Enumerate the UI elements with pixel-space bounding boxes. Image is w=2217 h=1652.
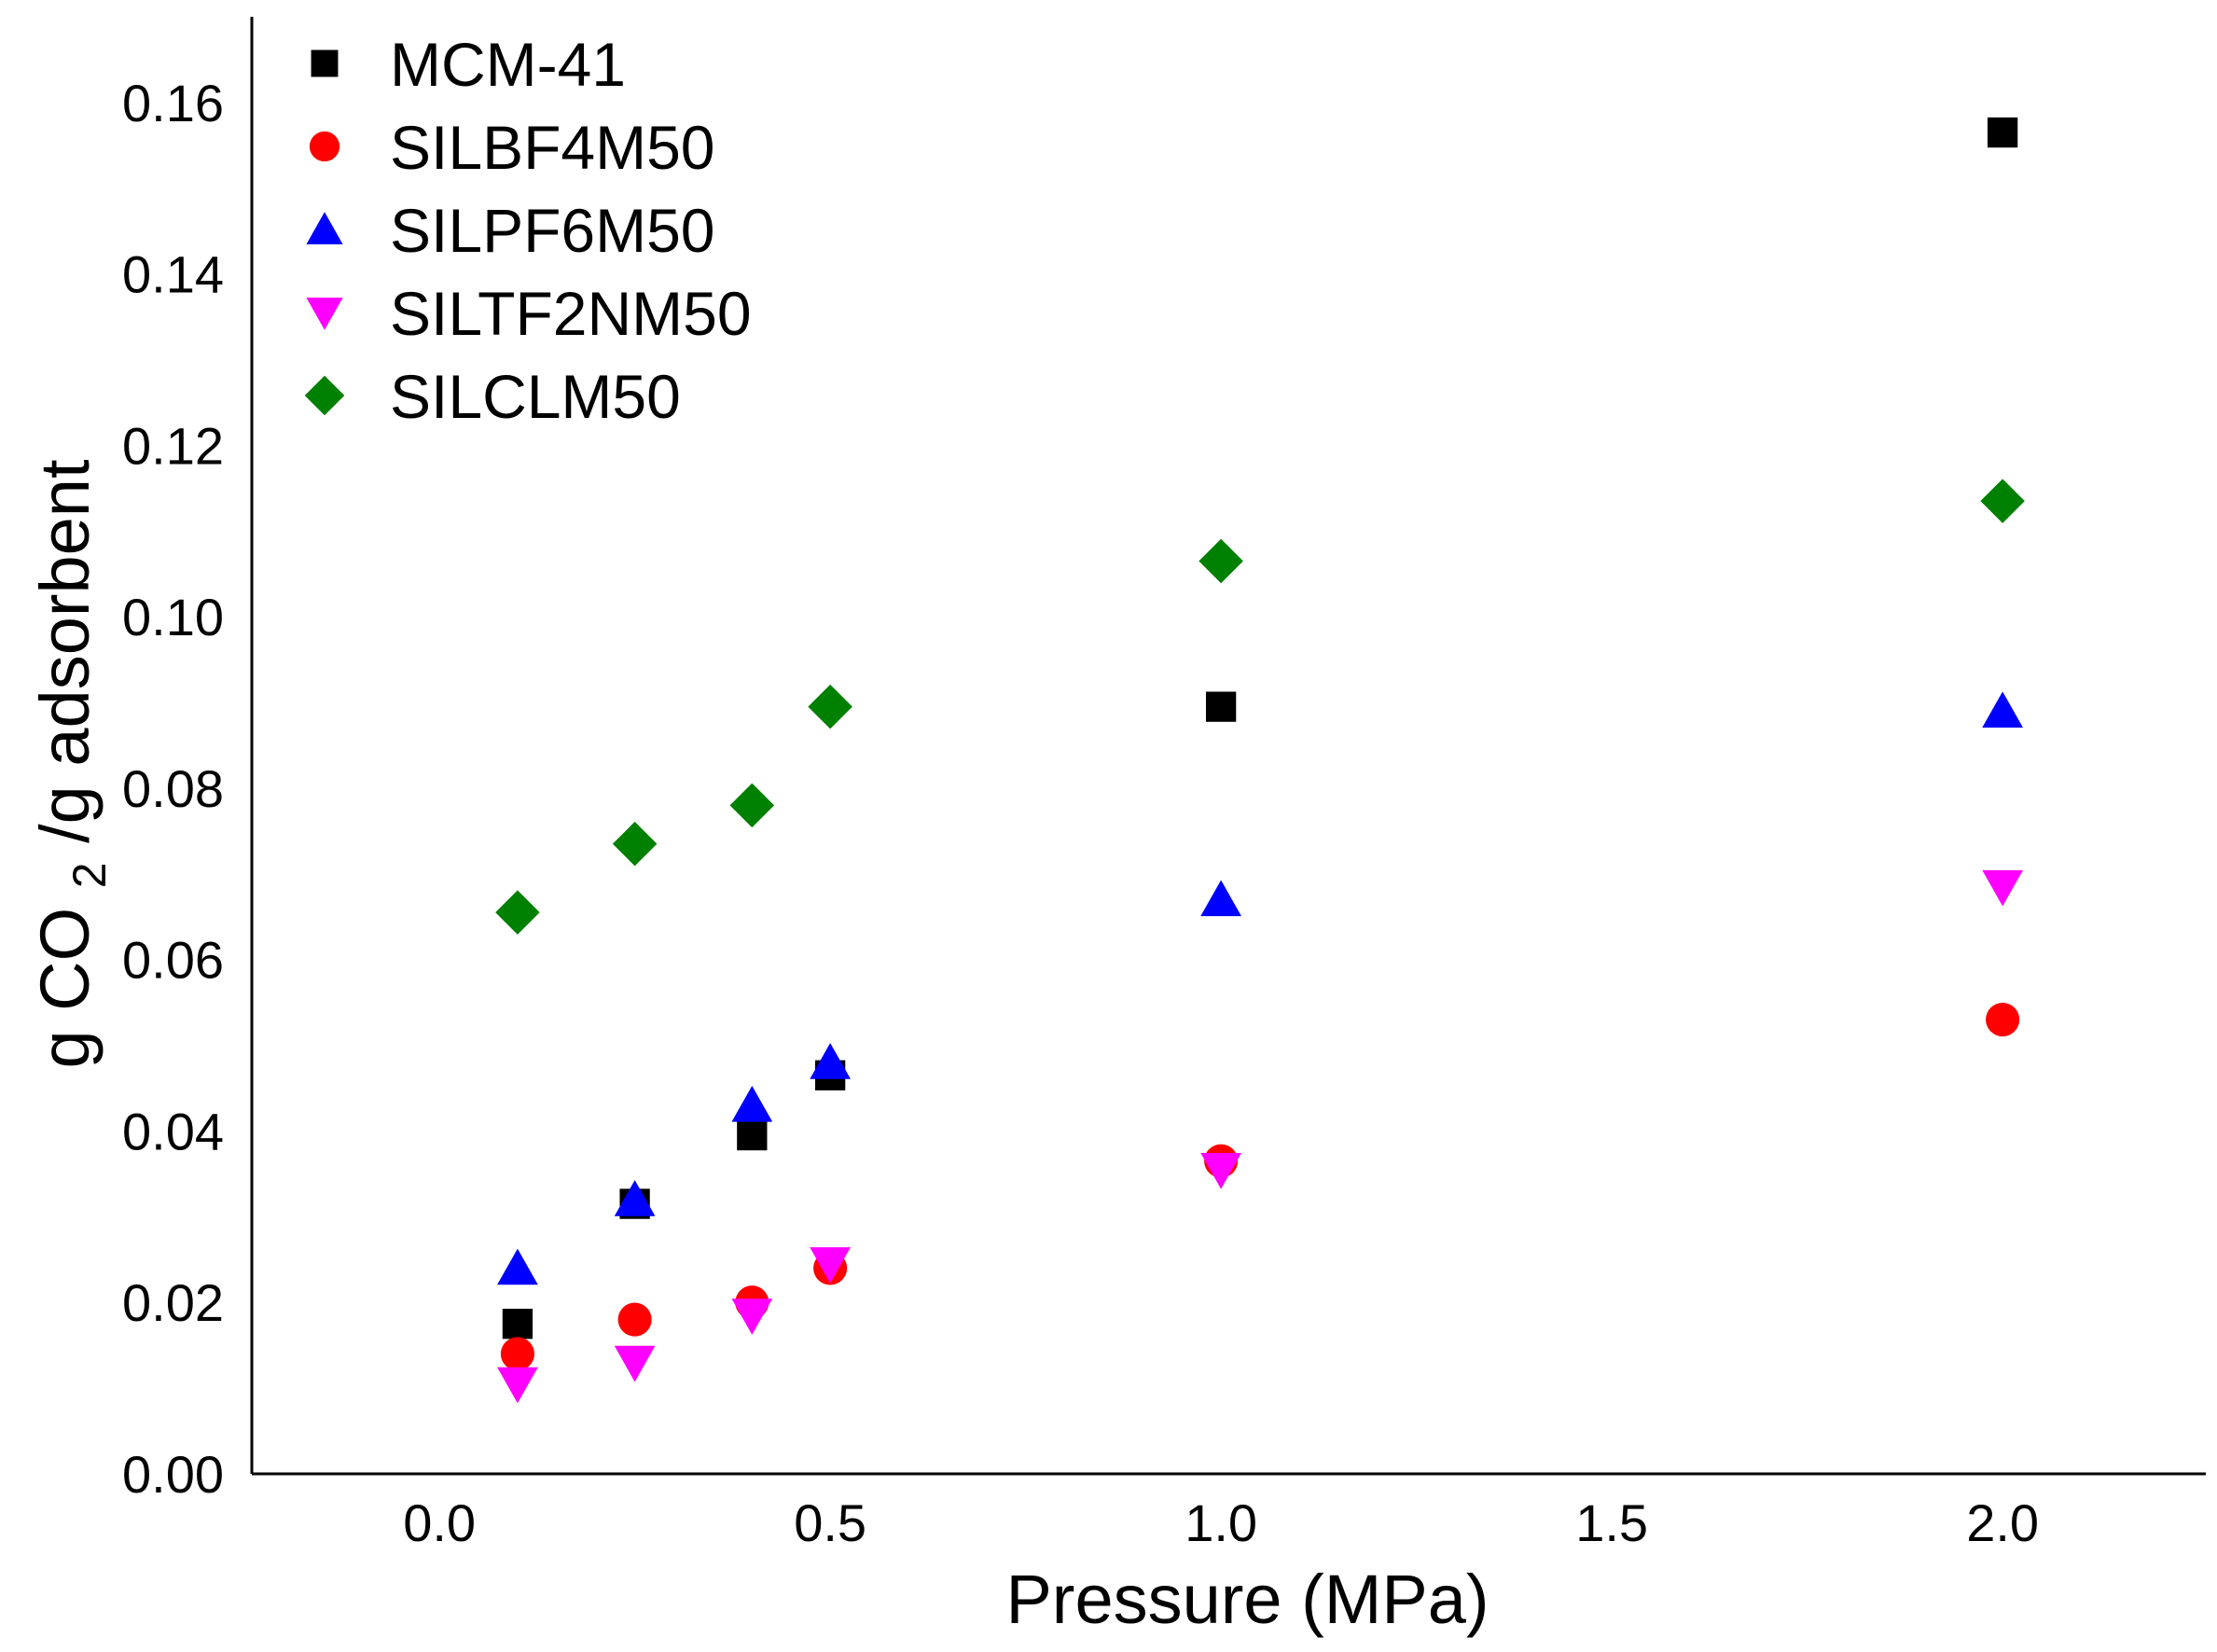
y-axis-title-subscript: 2 <box>63 862 116 888</box>
data-point <box>500 1337 534 1371</box>
legend-label: SILCLM50 <box>390 362 681 431</box>
x-tick-label: 0.5 <box>794 1493 866 1552</box>
series-siltf2nm50 <box>497 869 2023 1404</box>
data-point <box>1986 1002 2020 1037</box>
data-point <box>1982 691 2023 729</box>
y-tick-label: 0.12 <box>122 416 224 475</box>
legend-label: SILBF4M50 <box>390 113 715 182</box>
data-point <box>731 1086 773 1122</box>
data-point <box>731 1298 773 1335</box>
x-tick-label: 1.5 <box>1575 1493 1648 1552</box>
data-point <box>1982 869 2023 907</box>
y-tick-label: 0.16 <box>122 74 224 132</box>
data-point <box>614 1180 656 1216</box>
legend-entry: SILCLM50 <box>304 362 681 431</box>
data-point <box>1205 691 1237 722</box>
legend-entry: MCM-41 <box>311 30 626 99</box>
axes <box>250 17 2206 1476</box>
y-axis-title-prefix: g CO <box>26 908 104 1069</box>
legend-label: SILTF2NM50 <box>390 279 752 348</box>
y-tick-label: 0.14 <box>122 245 224 304</box>
data-point <box>808 684 852 729</box>
data-point <box>497 1248 538 1285</box>
legend-marker <box>306 212 343 244</box>
y-axis-title-suffix: /g adsorbent <box>26 459 104 843</box>
data-point <box>502 1309 533 1340</box>
legend-label: MCM-41 <box>390 30 626 99</box>
data-points <box>495 117 2025 1404</box>
data-point <box>495 890 540 935</box>
data-point <box>1980 479 2025 523</box>
legend-label: SILPF6M50 <box>390 196 715 265</box>
y-axis-title: g CO 2 /g adsorbent <box>26 459 120 1069</box>
data-point <box>1200 1153 1241 1189</box>
y-tick-label: 0.02 <box>122 1273 224 1332</box>
legend-marker <box>309 131 340 162</box>
y-tick-label: 0.00 <box>122 1445 224 1504</box>
data-point <box>614 1345 656 1382</box>
data-point <box>497 1367 538 1404</box>
data-point <box>729 783 775 828</box>
data-point <box>810 1043 851 1079</box>
data-point <box>1987 117 2018 148</box>
legend-entry: SILTF2NM50 <box>306 279 752 348</box>
data-point <box>1199 538 1243 584</box>
x-axis-title: Pressure (MPa) <box>1005 1561 1489 1638</box>
data-point <box>612 821 658 867</box>
y-tick-label: 0.04 <box>122 1102 224 1160</box>
data-point <box>617 1302 652 1337</box>
x-tick-label: 2.0 <box>1966 1493 2039 1552</box>
series-silbf4m50 <box>500 1002 2020 1371</box>
legend: MCM-41 SILBF4M50 SILPF6M50 SILTF2NM50 SILCLM… <box>304 30 752 431</box>
x-tick-label: 1.0 <box>1185 1493 1257 1552</box>
series-silpf6m50 <box>497 691 2023 1285</box>
legend-entry: SILBF4M50 <box>309 113 715 182</box>
y-tick-label: 0.10 <box>122 588 224 646</box>
series-silclm50 <box>495 479 2025 935</box>
data-point <box>1200 880 1241 917</box>
legend-entry: SILPF6M50 <box>306 196 715 265</box>
data-point <box>737 1119 768 1151</box>
data-point <box>810 1247 851 1284</box>
legend-marker <box>304 375 345 416</box>
ticks: 0.00 0.02 0.04 0.06 0.08 0.10 0.12 0.14 0.16 0.0 0… <box>122 74 2039 1552</box>
x-tick-label: 0.0 <box>403 1493 476 1552</box>
legend-marker <box>311 49 339 77</box>
y-tick-label: 0.08 <box>122 759 224 818</box>
legend-marker <box>306 298 343 330</box>
y-tick-label: 0.06 <box>122 931 224 990</box>
